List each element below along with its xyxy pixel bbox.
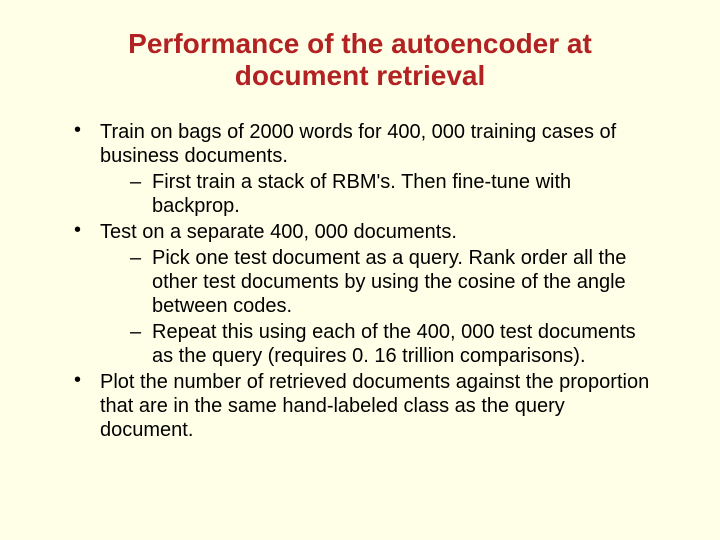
sub-list: Pick one test document as a query. Rank … (100, 246, 660, 368)
bullet-text: Plot the number of retrieved documents a… (100, 371, 649, 441)
list-item: Train on bags of 2000 words for 400, 000… (70, 120, 660, 218)
list-item: Repeat this using each of the 400, 000 t… (130, 320, 660, 368)
list-item: Plot the number of retrieved documents a… (70, 370, 660, 442)
bullet-list: Train on bags of 2000 words for 400, 000… (30, 120, 690, 442)
bullet-text: Pick one test document as a query. Rank … (152, 247, 626, 317)
list-item: Test on a separate 400, 000 documents. P… (70, 220, 660, 368)
sub-list: First train a stack of RBM's. Then fine-… (100, 170, 660, 218)
slide-title: Performance of the autoencoder at docume… (70, 28, 650, 92)
list-item: First train a stack of RBM's. Then fine-… (130, 170, 660, 218)
slide: Performance of the autoencoder at docume… (0, 0, 720, 540)
bullet-text: Train on bags of 2000 words for 400, 000… (100, 121, 616, 167)
bullet-text: Repeat this using each of the 400, 000 t… (152, 321, 636, 367)
list-item: Pick one test document as a query. Rank … (130, 246, 660, 318)
bullet-text: First train a stack of RBM's. Then fine-… (152, 171, 571, 217)
bullet-text: Test on a separate 400, 000 documents. (100, 221, 457, 243)
